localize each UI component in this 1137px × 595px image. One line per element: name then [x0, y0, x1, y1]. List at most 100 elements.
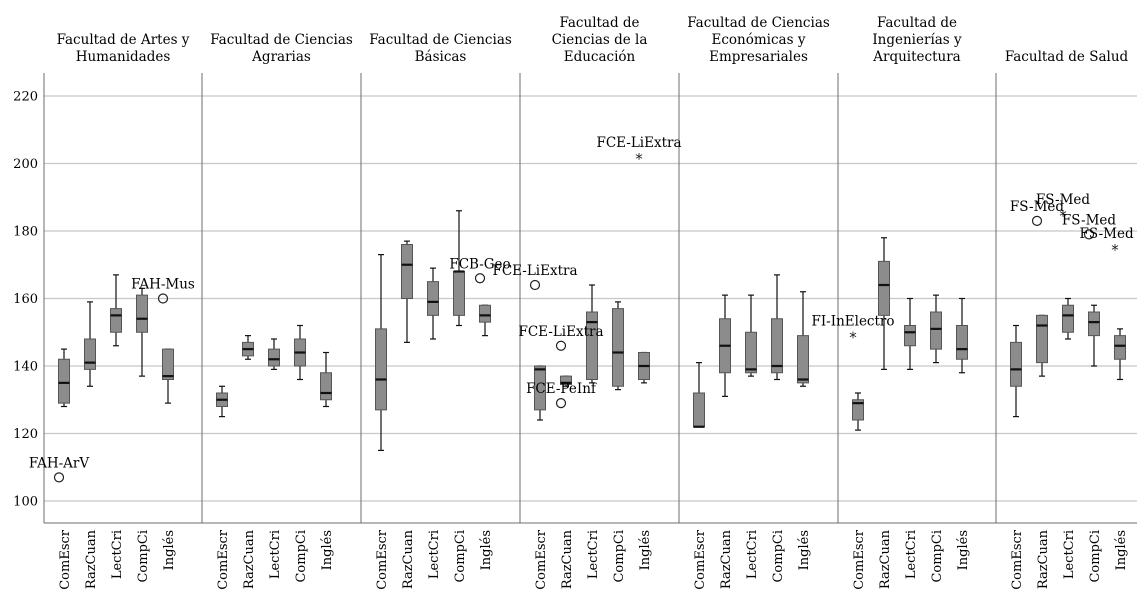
outlier-label: FCE-LiExtra	[596, 135, 681, 151]
category-label: RazCuan	[1036, 529, 1051, 589]
boxplot-CompCi	[136, 287, 148, 377]
y-tick-label: 220	[13, 90, 38, 105]
box-iqr	[693, 392, 705, 428]
box-iqr	[586, 311, 598, 380]
facet-title: Facultad de Artes y	[57, 32, 190, 48]
box-iqr	[136, 294, 148, 333]
box-iqr	[162, 348, 174, 380]
category-label: Inglés	[638, 530, 653, 570]
boxplot-CompCi	[453, 210, 465, 327]
box-iqr	[479, 304, 491, 323]
category-label: RazCuan	[878, 529, 893, 589]
box-iqr	[797, 335, 809, 384]
box-iqr	[904, 325, 916, 347]
category-label: ComEscr	[852, 529, 867, 590]
category-label: LectCri	[268, 530, 283, 579]
boxplot-RazCuan	[878, 237, 890, 370]
category-label: ComEscr	[58, 529, 73, 590]
y-tick-label: 200	[13, 157, 38, 172]
boxplot-ComEscr	[375, 254, 387, 451]
outlier-circle	[1083, 229, 1095, 240]
category-label: LectCri	[110, 530, 125, 579]
boxplot-RazCuan	[84, 301, 96, 387]
boxplot-ComEscr	[1010, 324, 1022, 418]
box-iqr	[110, 308, 122, 333]
box-iqr	[1062, 304, 1074, 333]
boxplot-RazCuan	[719, 294, 731, 397]
boxplot-Inglés	[320, 351, 332, 408]
category-label: CompCi	[294, 530, 309, 583]
outlier-star: *	[1059, 207, 1067, 225]
outlier-label: FS-Med	[1010, 199, 1064, 215]
boxes-layer: FAH-ArVFAH-MusFCB-GeoFCE-LiExtraFCE-LiEx…	[29, 135, 1134, 483]
boxplot-LectCri	[268, 338, 280, 370]
boxplot-CompCi	[930, 294, 942, 364]
boxplot-ComEscr	[852, 392, 864, 431]
boxplot-ComEscr	[534, 365, 546, 421]
box-iqr	[1010, 341, 1022, 387]
boxplot-ComEscr	[58, 348, 70, 408]
box-iqr	[320, 372, 332, 401]
outlier-label: FCE-PeInf	[526, 381, 597, 397]
box-iqr	[401, 244, 413, 299]
panel-layer	[43, 73, 1137, 524]
outlier-circle	[157, 293, 169, 304]
facet-title: Facultad de Ciencias	[687, 15, 830, 31]
category-label: Inglés	[479, 530, 494, 570]
boxplot-RazCuan	[242, 335, 254, 360]
category-label: RazCuan	[242, 529, 257, 589]
y-tick-label: 100	[13, 495, 38, 510]
outlier-label: FAH-ArV	[29, 455, 89, 471]
boxplot-CompCi	[294, 324, 306, 381]
category-label: Inglés	[1114, 530, 1129, 570]
category-label: Inglés	[320, 530, 335, 570]
outlier-circle	[555, 340, 567, 351]
category-label: Inglés	[162, 530, 177, 570]
category-label: Inglés	[797, 530, 812, 570]
box-iqr	[930, 311, 942, 350]
box-iqr	[1114, 335, 1126, 360]
outlier-label: FAH-Mus	[131, 277, 195, 293]
category-label: ComEscr	[1010, 529, 1025, 590]
boxplot-Inglés	[1114, 328, 1126, 381]
facet-title: Ciencias de la	[552, 32, 648, 48]
boxplot-RazCuan	[1036, 314, 1048, 377]
outlier-circle	[474, 273, 486, 284]
box-iqr	[956, 325, 968, 360]
category-label: RazCuan	[719, 529, 734, 589]
category-label: ComEscr	[216, 529, 231, 590]
box-iqr	[375, 328, 387, 411]
box-iqr	[878, 260, 890, 316]
category-label: RazCuan	[560, 529, 575, 589]
category-label: ComEscr	[375, 529, 390, 590]
boxplot-LectCri	[586, 284, 598, 384]
category-label: Inglés	[956, 530, 971, 570]
facet-title: Facultad de	[559, 15, 639, 31]
box-iqr	[560, 375, 572, 386]
box-iqr	[427, 281, 439, 316]
category-label: CompCi	[930, 530, 945, 583]
boxplot-LectCri	[110, 274, 122, 347]
y-tick-label: 140	[13, 360, 38, 375]
category-label: LectCri	[427, 530, 442, 579]
outlier-label: FS-Med	[1080, 226, 1134, 242]
facet-title: Económicas y	[712, 32, 806, 48]
facet-title: Básicas	[415, 49, 467, 65]
category-label: LectCri	[904, 530, 919, 579]
facet-title: Facultad de Ciencias	[369, 32, 512, 48]
category-label: LectCri	[586, 530, 601, 579]
box-iqr	[612, 308, 624, 387]
boxplot-CompCi	[1088, 304, 1100, 367]
facet-title: Empresariales	[709, 49, 808, 65]
outlier-label: FS-Med	[1036, 192, 1090, 208]
boxplot-LectCri	[904, 297, 916, 370]
category-labels: ComEscr RazCuan LectCri CompCi Inglés ComEscr…	[58, 529, 1129, 590]
outlier-star: *	[1111, 241, 1119, 259]
category-label: ComEscr	[693, 529, 708, 590]
grid-layer	[44, 95, 1137, 502]
category-label: RazCuan	[401, 529, 416, 589]
boxplot-LectCri	[745, 294, 757, 377]
boxplot-Inglés	[956, 297, 968, 374]
